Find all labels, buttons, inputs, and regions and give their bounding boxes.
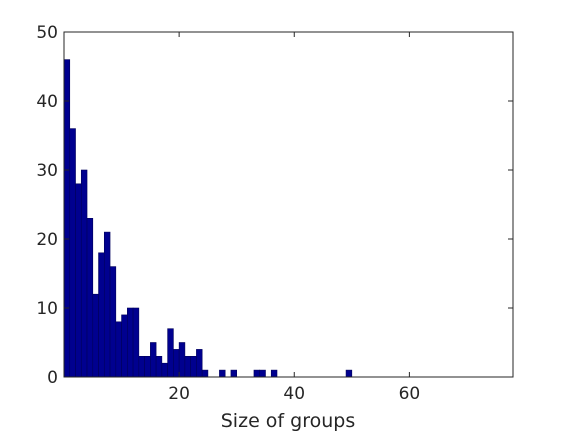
y-tick-label-2: 20 [36,230,58,250]
y-tick-label-4: 40 [36,92,58,112]
histogram-bar-24 [201,369,209,378]
histogram-bar-6 [98,252,105,378]
plot-frame [63,31,514,378]
histogram-bar-12 [132,307,140,378]
histogram-bar-26 [230,369,238,378]
y-tick-label-1: 10 [36,299,58,319]
histogram-bar-9 [115,321,122,378]
histogram-bar-19 [173,349,180,378]
histogram-bar-28 [259,369,266,378]
x-tick-label-1: 40 [283,384,305,404]
tick-labels-group: 0 10 20 30 40 50 20 40 60 [36,23,420,404]
histogram-bar-4 [86,218,94,378]
histogram-bar-27 [253,369,261,378]
histogram-bar-1 [69,128,76,378]
x-tick-label-2: 60 [399,384,421,404]
histogram-bar-7 [103,231,111,378]
histogram-bar-16 [155,355,163,378]
histogram-bar-2 [75,183,82,378]
y-tick-label-5: 50 [36,23,58,43]
histogram-bar-30 [345,369,353,378]
ticks-group [64,31,513,378]
bars-group [63,59,353,378]
histogram-bar-13 [138,355,145,378]
histogram-bar-0 [63,59,71,378]
histogram-bar-23 [196,349,203,378]
y-tick-label-3: 30 [36,161,58,181]
histogram-bar-20 [178,342,186,378]
histogram-bar-5 [92,293,99,378]
histogram-bar-8 [109,266,117,378]
histogram-bar-22 [190,355,197,378]
histogram-bar-21 [184,355,191,378]
histogram-bar-17 [161,362,168,378]
histogram-bar-15 [150,342,157,378]
x-axis-label: Size of groups [221,410,355,432]
histogram-bar-14 [144,355,151,378]
histogram-bar-11 [127,307,134,378]
histogram-bar-10 [121,314,128,378]
histogram-bar-3 [80,169,88,378]
x-tick-label-0: 20 [168,384,190,404]
histogram-bar-29 [270,369,278,378]
histogram-bar-25 [219,369,226,378]
y-tick-label-0: 0 [47,368,58,388]
histogram-bar-18 [167,328,174,378]
